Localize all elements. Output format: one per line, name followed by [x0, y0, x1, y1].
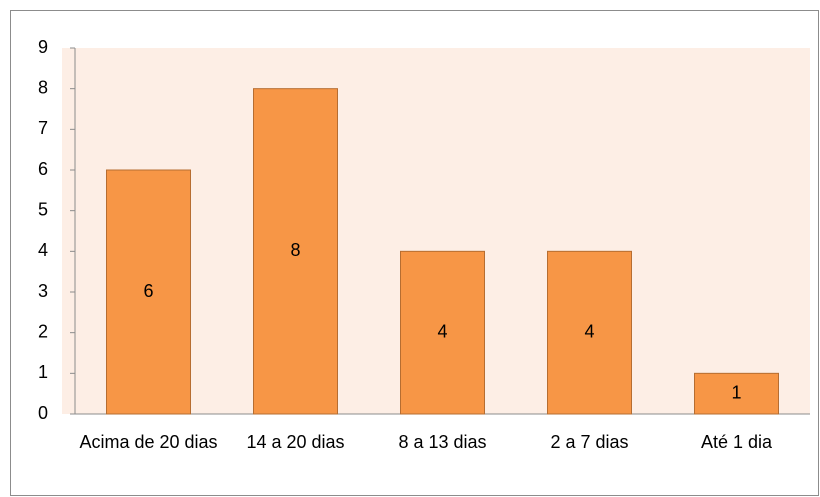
- data-label: 1: [731, 382, 741, 402]
- y-tick-label: 8: [38, 77, 48, 97]
- bar: [694, 372, 779, 415]
- bar: [400, 250, 485, 415]
- y-tick-label: 2: [38, 321, 48, 341]
- bar: [253, 88, 338, 415]
- data-label: 6: [143, 281, 153, 301]
- y-tick-label: 9: [38, 37, 48, 57]
- y-tick-label: 6: [38, 159, 48, 179]
- x-tick-label: 8 a 13 dias: [398, 432, 487, 452]
- data-label: 4: [584, 321, 594, 341]
- y-tick-label: 0: [38, 403, 48, 423]
- x-tick-label: 2 a 7 dias: [550, 432, 629, 452]
- y-tick-label: 4: [38, 240, 48, 260]
- x-tick-label: Acima de 20 dias: [79, 432, 218, 452]
- data-label: 8: [290, 240, 300, 260]
- y-tick-label: 3: [38, 281, 48, 301]
- y-tick-label: 5: [38, 199, 48, 219]
- y-tick-label: 7: [38, 118, 48, 138]
- x-tick-label: 14 a 20 dias: [246, 432, 345, 452]
- x-tick-label: Até 1 dia: [700, 432, 773, 452]
- bar: [106, 169, 191, 415]
- bar: [547, 250, 632, 415]
- data-label: 4: [437, 321, 447, 341]
- y-tick-label: 1: [38, 362, 48, 382]
